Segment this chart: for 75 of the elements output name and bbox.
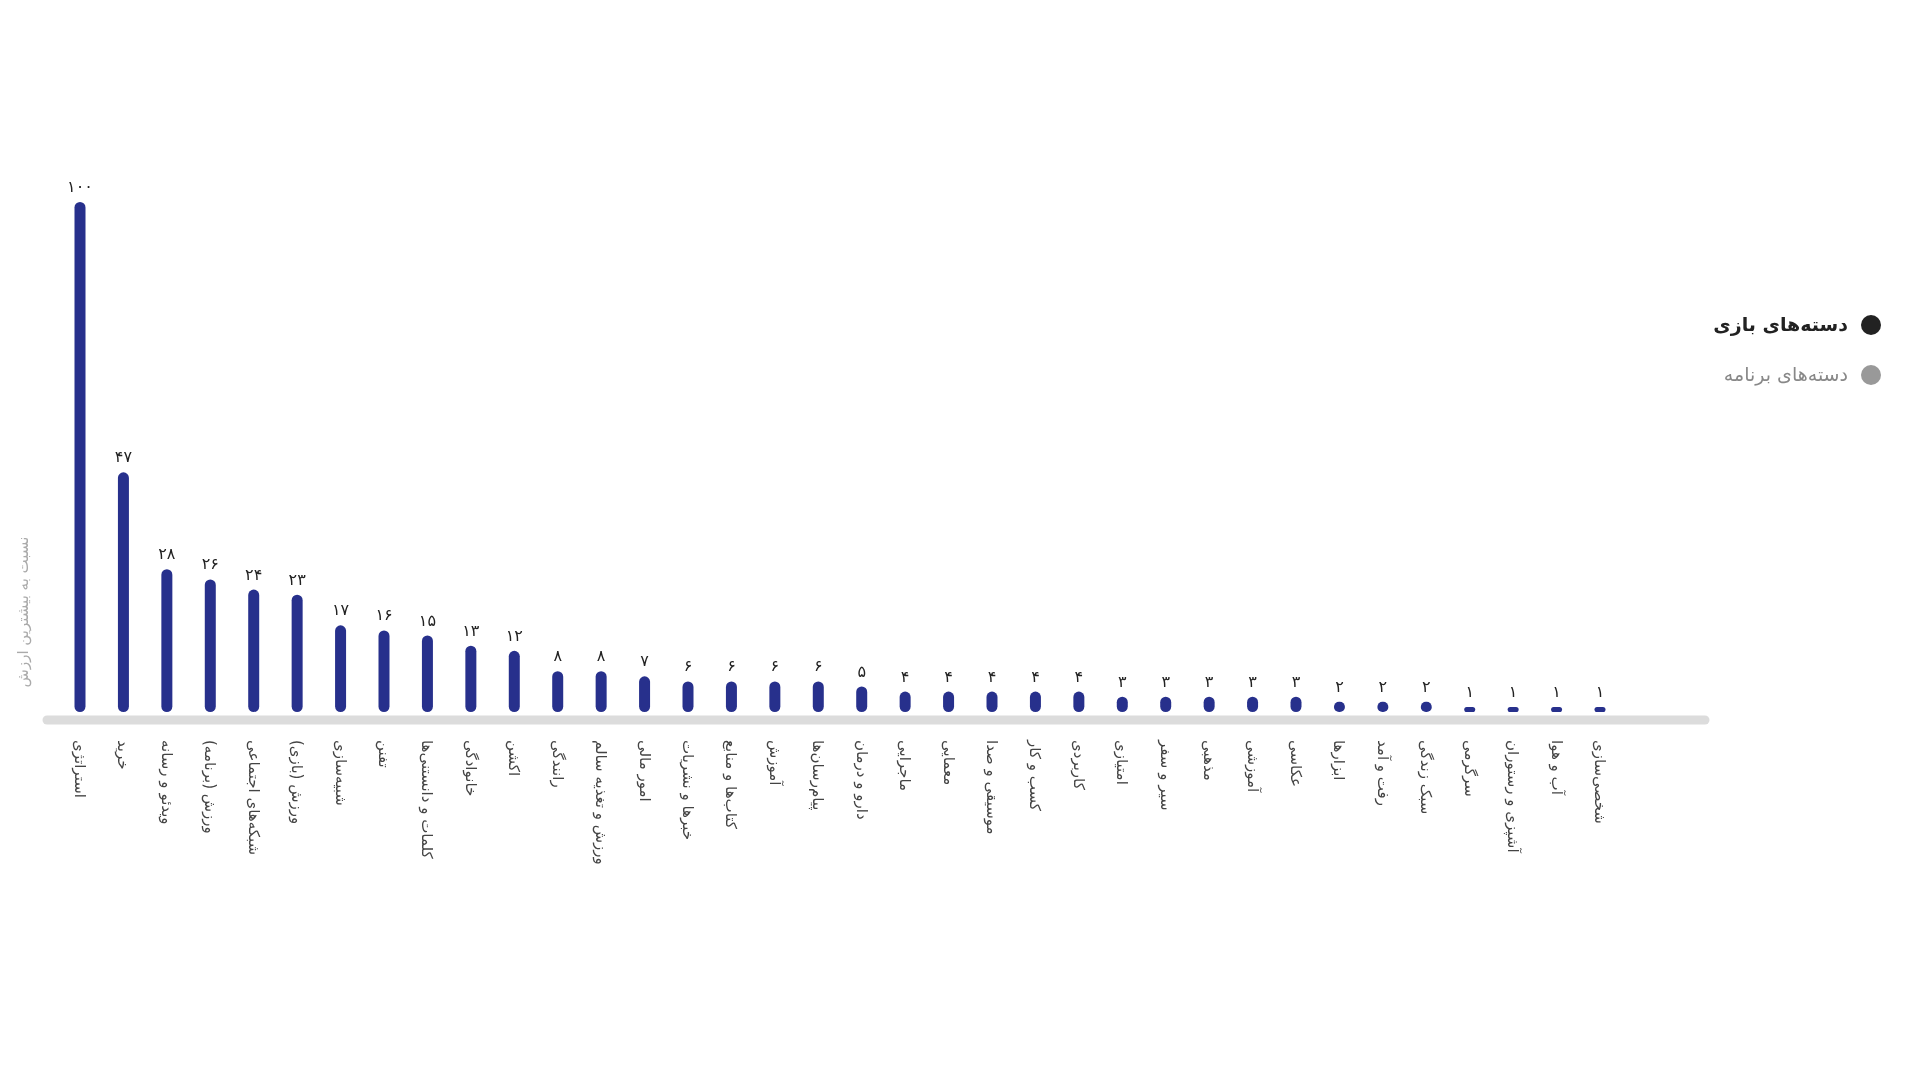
x-tick-label: آموزش	[765, 740, 784, 787]
x-tick-label: ویدئو و رسانه	[157, 740, 176, 825]
x-tick-label: اکشن	[505, 740, 524, 777]
x-tick-label: شخصی‌سازی	[1591, 740, 1609, 824]
data-label: ۴۷	[114, 447, 133, 467]
x-tick-label: سرگرمی	[1460, 740, 1479, 797]
x-tick-label: شبکه‌های اجتماعی	[244, 740, 263, 856]
data-label: ۳	[1204, 671, 1214, 691]
data-label: ۶	[813, 656, 823, 676]
data-label: ۴	[900, 666, 910, 686]
data-label: ۱۷	[331, 600, 350, 620]
text: دسته‌های برنامه	[1723, 363, 1848, 386]
data-label: ۱	[1465, 681, 1475, 701]
data-label: ۱۳	[462, 620, 480, 640]
data-label: ۳	[1161, 671, 1171, 691]
x-tick-label: کسب و کار	[1026, 739, 1045, 812]
x-tick-label: رانندگی	[548, 740, 567, 788]
data-label: ۲	[1335, 676, 1344, 696]
x-tick-label: کتاب‌ها و منابع	[722, 740, 741, 830]
x-tick-label: مذهبی	[1200, 740, 1219, 781]
x-tick-label: ورزش (بازی)	[288, 740, 307, 825]
data-label: ۱۰۰	[67, 177, 93, 196]
data-label: ۴	[944, 666, 953, 686]
data-label: ۶	[683, 656, 693, 676]
x-tick-label: رفت و آمد	[1373, 740, 1392, 806]
data-label: ۷	[640, 651, 650, 671]
x-tick-label: ماجرایی	[896, 740, 915, 791]
y-axis-title: نسبت به بیشترین ارزش	[14, 536, 32, 688]
x-tick-label: موسیقی و صدا	[983, 740, 1001, 835]
text: دسته‌های بازی	[1713, 313, 1849, 336]
data-label: ۱۶	[375, 605, 393, 625]
data-label: ۸	[553, 646, 563, 666]
data-label: ۴	[1074, 666, 1084, 686]
data-label: ۱	[1552, 681, 1561, 701]
x-tick-label: پیام‌رسان‌ها	[808, 740, 828, 811]
data-label: ۲۴	[245, 564, 263, 584]
data-label: ۴	[987, 666, 997, 686]
x-tick-label: آب و هوا	[1547, 740, 1566, 796]
data-label: ۵	[857, 661, 867, 681]
data-label: ۲	[1421, 676, 1431, 696]
x-tick-label: ورزش (برنامه)	[201, 740, 220, 834]
data-label: ۱۲	[505, 625, 523, 645]
data-label: ۱	[1508, 681, 1518, 701]
data-label: ۸	[596, 646, 606, 666]
data-label: ۱۵	[418, 610, 437, 630]
data-label: ۲۶	[201, 554, 219, 574]
data-label: ۴	[1031, 666, 1040, 686]
x-tick-label: کاربردی	[1069, 740, 1088, 791]
x-tick-label: دارو و درمان	[852, 740, 871, 820]
x-tick-label: خرید	[114, 740, 133, 770]
data-label: ۳	[1248, 671, 1258, 691]
x-tick-label: شبیه‌سازی	[331, 740, 350, 806]
data-label: ۲۸	[158, 544, 176, 564]
x-tick-label: استراتژی	[71, 740, 89, 798]
x-tick-label: عکاسی	[1287, 740, 1305, 787]
x-tick-label: تفنن	[375, 740, 393, 768]
x-tick-label: امور مالی	[635, 740, 654, 802]
data-label: ۱	[1595, 681, 1605, 701]
x-tick-label: سیر و سفر	[1156, 739, 1175, 811]
x-tick-label: کلمات و دانستنی‌ها	[418, 740, 437, 860]
x-tick-label: سبک زندگی	[1417, 740, 1436, 815]
x-tick-label: آشپزی و رستوران	[1503, 740, 1523, 854]
data-label: ۶	[727, 656, 736, 676]
x-tick-label: معمایی	[939, 740, 958, 786]
data-label: ۲۳	[288, 569, 307, 589]
data-label: ۳	[1291, 671, 1301, 691]
data-label: ۳	[1117, 671, 1127, 691]
data-label: ۲	[1378, 676, 1388, 696]
data-label: ۶	[770, 656, 780, 676]
x-tick-label: امتیازی	[1113, 740, 1132, 785]
x-tick-label: ورزش و تغذیه سالم	[592, 740, 611, 865]
x-tick-label: ابزارها	[1330, 740, 1349, 781]
x-tick-label: آموزشی	[1243, 740, 1262, 794]
x-tick-label: خبرها و نشریات	[679, 740, 697, 841]
x-tick-label: خانوادگی	[461, 740, 480, 797]
